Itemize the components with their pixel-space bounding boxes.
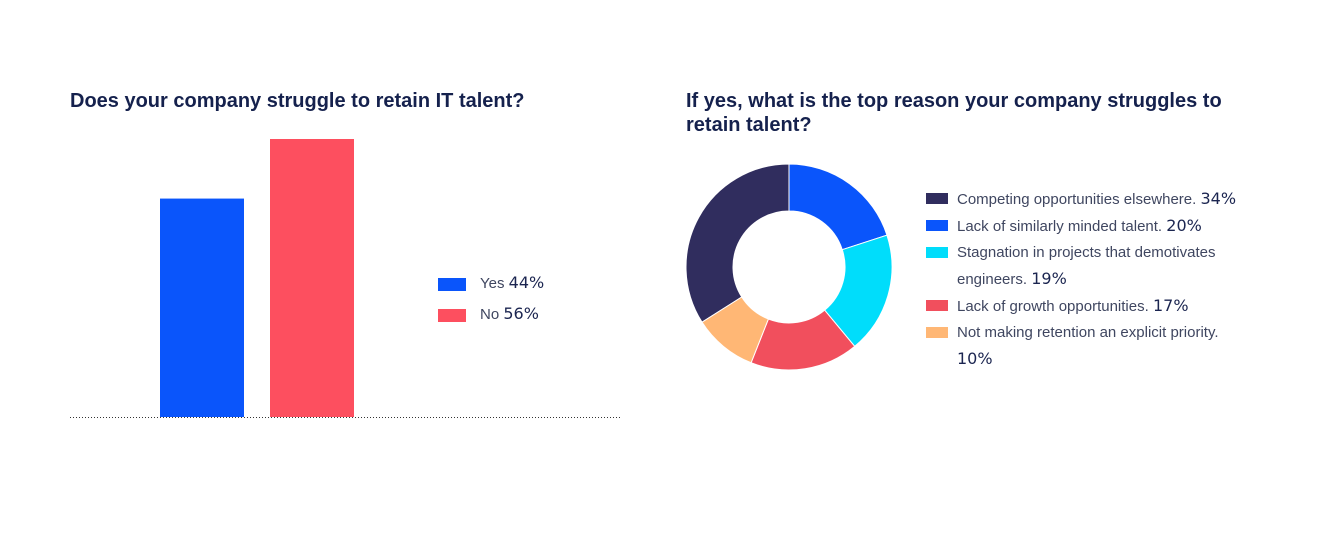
donut-legend-item-1: Competing opportunities elsewhere. 34% (926, 186, 1256, 213)
donut-legend-item-2: Lack of similarly minded talent. 20% (926, 213, 1256, 240)
donut-legend-item-3: Stagnation in projects that demotivates … (926, 240, 1256, 293)
legend-label: Yes (480, 275, 509, 292)
legend-value: 20% (1166, 216, 1202, 235)
bar-chart-title: Does your company struggle to retain IT … (70, 90, 525, 112)
legend-value: 56% (503, 304, 539, 323)
legend-value: 19% (1031, 269, 1067, 288)
bar-chart (70, 139, 622, 418)
legend-swatch (926, 247, 948, 258)
legend-value: 44% (508, 273, 545, 292)
legend-item-no: No 56% (438, 304, 539, 323)
donut-legend-item-4: Lack of growth opportunities. 17% (926, 293, 1256, 320)
legend-swatch (926, 300, 948, 311)
legend-swatch (926, 327, 948, 338)
donut-slice-5 (701, 296, 770, 364)
legend-label: Competing opportunities elsewhere. (957, 191, 1201, 208)
donut-chart (685, 163, 893, 371)
legend-label: Stagnation in projects that demotivates … (957, 244, 1216, 288)
legend-swatch (926, 220, 948, 231)
legend-label: Not making retention an explicit priorit… (957, 324, 1219, 341)
legend-item-yes: Yes 44% (438, 273, 544, 292)
legend-label: Lack of growth opportunities. (957, 298, 1153, 315)
bar-yes (160, 198, 244, 417)
donut-chart-title: If yes, what is the top reason your comp… (686, 90, 1222, 136)
legend-swatch (438, 277, 466, 291)
legend-swatch (926, 193, 948, 204)
legend-swatch (438, 308, 466, 322)
donut-slice-2 (788, 163, 888, 251)
donut-slice-1 (685, 163, 790, 323)
bar-no (270, 139, 354, 417)
donut-chart-legend: Competing opportunities elsewhere. 34% La… (926, 186, 1256, 373)
legend-label: No (480, 306, 504, 323)
legend-label: Lack of similarly minded talent. (957, 218, 1167, 235)
legend-value: 34% (1200, 189, 1237, 208)
donut-legend-item-5: Not making retention an explicit priorit… (926, 320, 1256, 373)
legend-value: 17% (1152, 296, 1189, 315)
legend-value: 10% (957, 349, 993, 368)
